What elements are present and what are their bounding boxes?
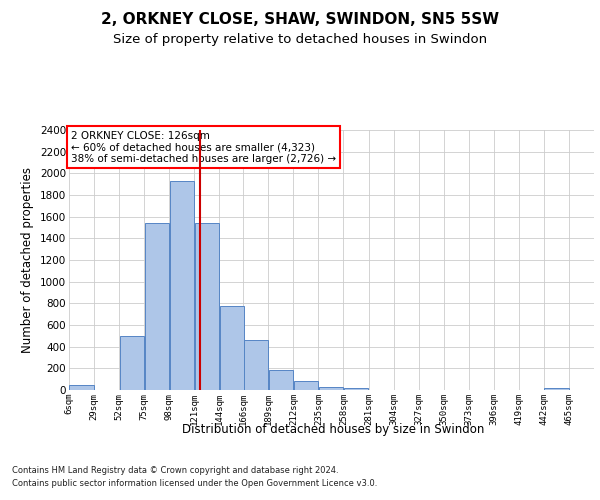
Text: 2, ORKNEY CLOSE, SHAW, SWINDON, SN5 5SW: 2, ORKNEY CLOSE, SHAW, SWINDON, SN5 5SW — [101, 12, 499, 28]
Bar — [170, 181, 194, 390]
Text: Contains HM Land Registry data © Crown copyright and database right 2024.: Contains HM Land Registry data © Crown c… — [12, 466, 338, 475]
Bar — [220, 306, 244, 390]
Bar — [344, 388, 368, 390]
Bar — [544, 388, 569, 390]
Y-axis label: Number of detached properties: Number of detached properties — [22, 167, 34, 353]
Text: Size of property relative to detached houses in Swindon: Size of property relative to detached ho… — [113, 32, 487, 46]
Bar — [269, 370, 293, 390]
Text: Distribution of detached houses by size in Swindon: Distribution of detached houses by size … — [182, 422, 484, 436]
Bar — [294, 381, 318, 390]
Text: 2 ORKNEY CLOSE: 126sqm
← 60% of detached houses are smaller (4,323)
38% of semi-: 2 ORKNEY CLOSE: 126sqm ← 60% of detached… — [71, 130, 337, 164]
Bar — [319, 387, 343, 390]
Text: Contains public sector information licensed under the Open Government Licence v3: Contains public sector information licen… — [12, 479, 377, 488]
Bar — [244, 340, 268, 390]
Bar — [70, 384, 94, 390]
Bar — [194, 223, 219, 390]
Bar — [119, 336, 144, 390]
Bar — [145, 223, 169, 390]
